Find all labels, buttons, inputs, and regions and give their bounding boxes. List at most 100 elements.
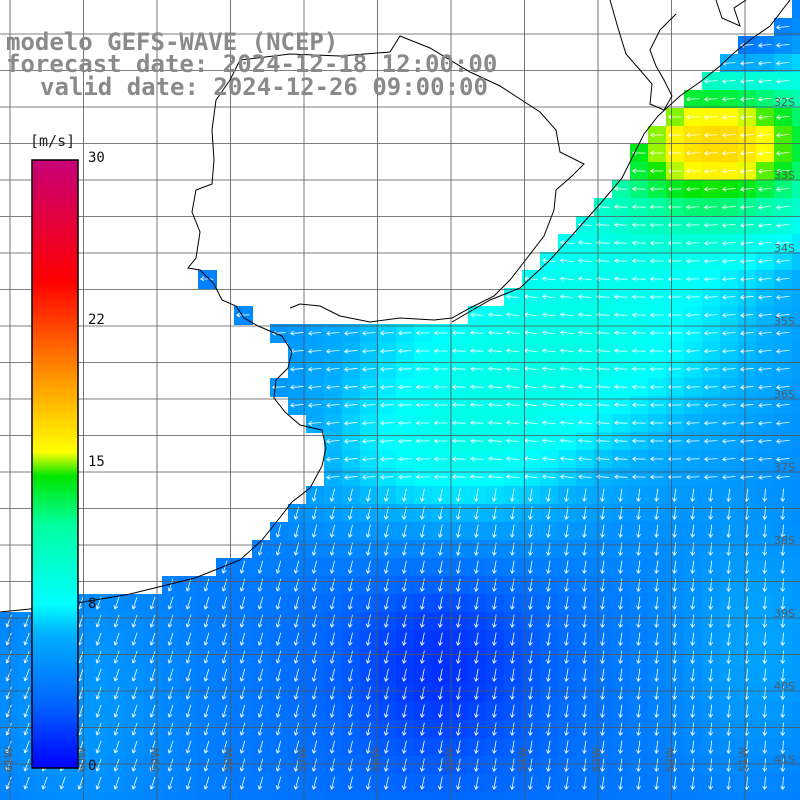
- wind-cell: [450, 774, 469, 793]
- wind-vector: [167, 668, 174, 682]
- wind-cell: [666, 270, 685, 289]
- wind-vector: [524, 402, 538, 408]
- wind-cell: [270, 630, 289, 649]
- wind-cell: [108, 720, 127, 739]
- wind-vector: [437, 596, 443, 610]
- wind-cell: [702, 234, 721, 253]
- wind-vector: [416, 402, 430, 408]
- wind-cell: [180, 774, 199, 793]
- wind-cell: [738, 774, 757, 793]
- wind-vector: [722, 186, 736, 192]
- wind-vector: [708, 776, 714, 790]
- wind-vector: [257, 650, 264, 664]
- wind-cell: [630, 396, 649, 415]
- wind-vector: [456, 560, 461, 574]
- wind-cell: [774, 666, 793, 685]
- wind-vector: [506, 474, 520, 480]
- wind-cell: [684, 306, 703, 325]
- wind-cell: [648, 216, 667, 235]
- wind-vector: [636, 776, 641, 790]
- wind-cell: [630, 774, 649, 793]
- wind-vector: [474, 704, 479, 718]
- wind-cell: [576, 774, 595, 793]
- wind-vector: [308, 420, 322, 426]
- wind-vector: [758, 168, 772, 174]
- wind-vector: [311, 740, 318, 754]
- wind-vector: [365, 668, 371, 682]
- wind-vector: [636, 650, 641, 664]
- wind-cell: [666, 342, 685, 361]
- wind-vector: [578, 402, 592, 408]
- wind-cell: [666, 234, 685, 253]
- wind-cell: [234, 720, 253, 739]
- colorbar: [31, 159, 79, 769]
- wind-vector: [434, 384, 448, 390]
- wind-vector: [474, 578, 479, 592]
- wind-cell: [540, 666, 559, 685]
- wind-vector: [257, 758, 264, 772]
- wind-cell: [594, 630, 613, 649]
- wind-vector: [437, 740, 443, 754]
- wind-vector: [488, 456, 502, 462]
- wind-vector: [492, 740, 497, 754]
- wind-vector: [618, 578, 623, 592]
- wind-cell: [450, 558, 469, 577]
- wind-vector: [600, 560, 605, 574]
- wind-cell: [702, 684, 721, 703]
- wind-cell: [180, 702, 199, 721]
- wind-cell: [342, 468, 361, 487]
- wind-vector: [95, 722, 102, 736]
- wind-cell: [738, 36, 757, 55]
- wind-cell: [756, 720, 775, 739]
- wind-vector: [95, 776, 102, 790]
- wind-cell: [558, 738, 577, 757]
- wind-cell: [792, 558, 800, 577]
- wind-cell: [288, 558, 307, 577]
- wind-cell: [540, 288, 559, 307]
- wind-cell: [486, 306, 505, 325]
- wind-cell: [612, 216, 631, 235]
- wind-vector: [239, 596, 246, 610]
- wind-cell: [414, 396, 433, 415]
- wind-vector: [419, 668, 425, 682]
- wind-cell: [612, 522, 631, 541]
- wind-cell: [360, 666, 379, 685]
- wind-cell: [306, 486, 325, 505]
- wind-vector: [636, 632, 641, 646]
- wind-cell: [504, 666, 523, 685]
- wind-vector: [776, 294, 790, 300]
- wind-cell: [576, 486, 595, 505]
- wind-cell: [324, 738, 343, 757]
- wind-cell: [234, 648, 253, 667]
- wind-cell: [144, 756, 163, 775]
- wind-cell: [792, 414, 800, 433]
- wind-vector: [632, 456, 646, 462]
- wind-cell: [540, 792, 559, 800]
- wind-cell: [756, 558, 775, 577]
- wind-cell: [522, 666, 541, 685]
- wind-cell: [0, 720, 19, 739]
- wind-cell: [396, 576, 415, 595]
- wind-cell: [540, 252, 559, 271]
- wind-cell: [648, 144, 667, 163]
- wind-cell: [144, 630, 163, 649]
- wind-vector: [347, 614, 353, 628]
- wind-cell: [162, 720, 181, 739]
- wind-vector: [221, 632, 228, 646]
- wind-cell: [774, 486, 793, 505]
- wind-cell: [702, 396, 721, 415]
- wind-cell: [288, 630, 307, 649]
- wind-cell: [396, 522, 415, 541]
- wind-cell: [612, 324, 631, 343]
- longitude-label: 59W: [149, 747, 162, 772]
- wind-vector: [672, 758, 678, 772]
- wind-cell: [360, 522, 379, 541]
- wind-cell: [612, 630, 631, 649]
- wind-vector: [419, 488, 425, 502]
- wind-vector: [582, 758, 587, 772]
- wind-cell: [684, 720, 703, 739]
- wind-cell: [684, 792, 703, 800]
- wind-vector: [740, 276, 754, 282]
- wind-vector: [419, 704, 425, 718]
- wind-vector: [708, 560, 714, 574]
